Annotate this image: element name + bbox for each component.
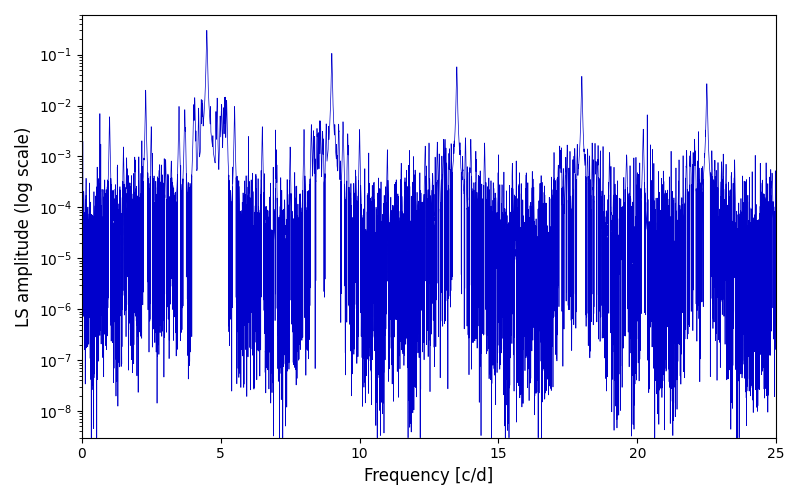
X-axis label: Frequency [c/d]: Frequency [c/d] (364, 467, 494, 485)
Y-axis label: LS amplitude (log scale): LS amplitude (log scale) (15, 126, 33, 326)
